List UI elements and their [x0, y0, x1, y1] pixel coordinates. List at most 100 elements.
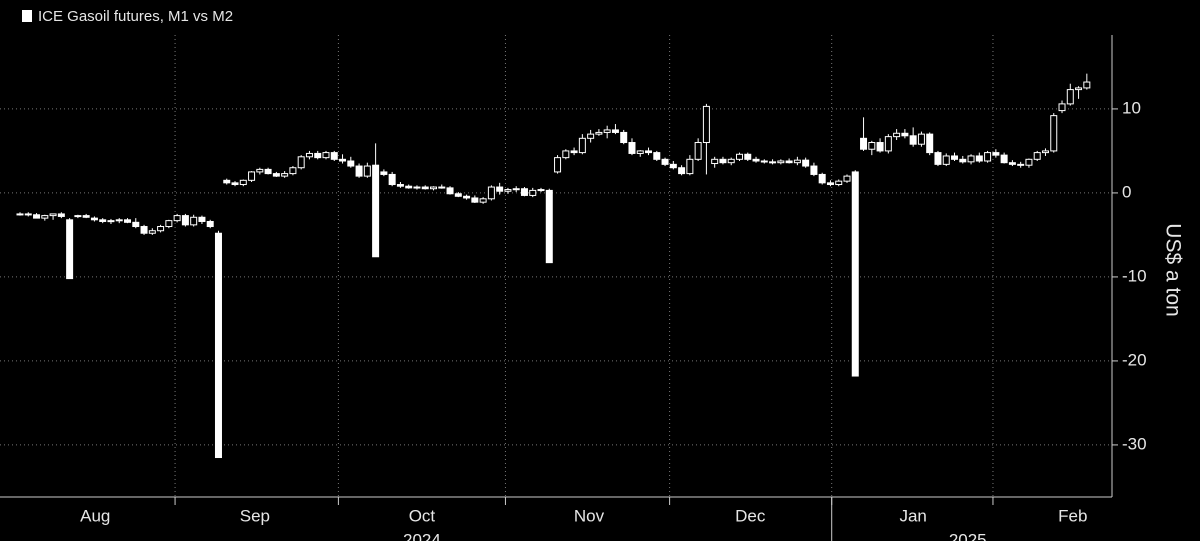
candle-body — [165, 220, 173, 228]
candle-body — [140, 226, 148, 234]
candle-body — [959, 158, 967, 163]
candle-body — [926, 133, 934, 154]
candle-body — [1041, 150, 1049, 154]
candle-body — [173, 215, 181, 222]
candle-body — [1033, 152, 1041, 160]
candle-body — [289, 167, 297, 175]
candle-body — [223, 179, 231, 184]
candle-body — [206, 220, 214, 228]
candle-body — [314, 152, 322, 159]
candle-body — [264, 168, 272, 175]
candle-body — [901, 132, 909, 137]
candle-body — [198, 216, 206, 222]
candle-body — [272, 173, 280, 177]
candle-body — [471, 197, 479, 203]
candle-body — [396, 184, 404, 187]
candle-body — [851, 171, 859, 377]
candle-body — [496, 186, 504, 192]
chart-title: ICE Gasoil futures, M1 vs M2 — [38, 8, 233, 25]
candle-body — [669, 163, 677, 169]
candle-body — [157, 226, 165, 232]
candle-body — [297, 156, 305, 169]
candle-body — [1050, 115, 1058, 152]
candle-body — [868, 142, 876, 150]
candle-body — [41, 215, 49, 219]
candle-body — [479, 198, 487, 203]
candle-body — [446, 187, 454, 195]
candle-body — [413, 186, 421, 189]
candle-body — [562, 150, 570, 159]
candle-body — [405, 185, 413, 189]
candle-body — [281, 173, 289, 177]
candle-body — [917, 133, 925, 145]
candle-body — [430, 186, 437, 190]
x-tick-label: Jan — [899, 506, 926, 525]
candle-body — [438, 186, 446, 189]
candle-body — [967, 155, 975, 163]
candle-body — [826, 182, 834, 186]
candle-body — [214, 232, 222, 459]
candle-body — [545, 189, 553, 264]
candle-body — [512, 188, 520, 191]
candle-body — [16, 213, 24, 216]
candle-body — [454, 193, 462, 197]
x-tick-label: Feb — [1058, 506, 1087, 525]
candle-body — [628, 142, 636, 154]
candle-body — [554, 157, 562, 173]
y-tick-label: 10 — [1122, 98, 1141, 117]
candle-body — [355, 165, 363, 177]
candle-body — [99, 219, 107, 222]
candle-body — [719, 158, 727, 164]
candle-body — [339, 158, 347, 162]
candle-body — [686, 158, 694, 175]
candle-body — [66, 219, 74, 280]
candle-body — [595, 131, 603, 135]
candle-body — [636, 150, 644, 154]
candle-body — [305, 152, 313, 158]
candle-body — [843, 175, 851, 182]
candle-body — [678, 167, 686, 175]
year-label: 2024 — [403, 530, 441, 541]
candle-body — [744, 153, 752, 160]
candle-body — [727, 158, 735, 164]
candle-body — [124, 219, 132, 223]
candle-body — [942, 155, 950, 165]
candle-body — [752, 158, 760, 162]
y-tick-label: -20 — [1122, 350, 1147, 369]
candle-body — [810, 165, 818, 175]
x-tick-label: Dec — [735, 506, 766, 525]
candle-body — [74, 215, 82, 218]
candle-body — [694, 142, 702, 160]
candle-body — [702, 105, 710, 144]
candle-body — [115, 219, 123, 222]
candle-body — [132, 221, 140, 228]
candle-body — [1066, 89, 1074, 105]
candle-body — [82, 215, 90, 218]
candle-body — [380, 171, 388, 175]
title-marker — [22, 10, 32, 22]
candle-body — [1083, 81, 1091, 89]
candle-body — [893, 132, 901, 138]
candle-body — [661, 158, 669, 165]
candle-body — [578, 137, 586, 154]
candle-body — [57, 213, 65, 217]
candle-body — [769, 161, 777, 164]
candle-body — [909, 135, 917, 145]
candle-body — [248, 171, 256, 181]
x-tick-label: Aug — [80, 506, 110, 525]
candle-body — [1075, 87, 1083, 91]
candle-body — [1000, 154, 1008, 164]
candle-body — [107, 220, 115, 223]
candle-body — [645, 150, 653, 154]
candle-body — [33, 214, 41, 219]
candle-body — [860, 137, 868, 150]
candle-body — [611, 129, 619, 133]
candle-body — [322, 152, 330, 159]
y-tick-label: -10 — [1122, 266, 1147, 285]
candle-body — [181, 215, 189, 226]
candle-body — [463, 195, 471, 199]
candle-body — [504, 189, 512, 192]
candle-body — [363, 165, 371, 177]
